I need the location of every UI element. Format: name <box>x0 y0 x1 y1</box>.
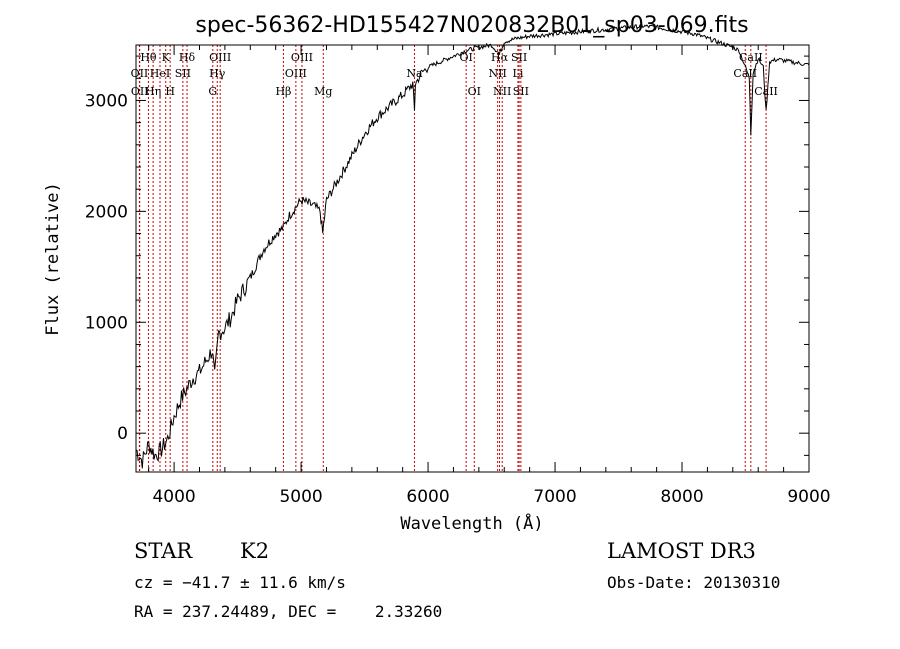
y-tick-label: 1000 <box>85 313 128 333</box>
spectral-line-label: Hα <box>491 51 509 64</box>
spectral-line-label: OII <box>131 85 149 98</box>
spectral-line-label: SII <box>513 85 529 98</box>
x-tick-label: 5000 <box>279 487 322 507</box>
survey-name: LAMOST DR3 <box>607 539 756 563</box>
spectral-line-label: CaII <box>754 85 778 98</box>
spectral-line-label: CaII <box>733 67 757 80</box>
spectral-line-label: Hγ <box>209 67 226 80</box>
spectral-line-label: Hβ <box>275 85 291 98</box>
y-axis-label: Flux (relative) <box>43 182 63 336</box>
x-tick-label: 7000 <box>533 487 576 507</box>
spectral-line-label: G <box>208 85 217 98</box>
x-tick-label: 6000 <box>406 487 449 507</box>
spectral-line-markers <box>138 45 767 472</box>
x-tick-label: 8000 <box>660 487 703 507</box>
spectral-line-label: Hθ <box>140 51 157 64</box>
y-tick-label: 0 <box>117 424 128 444</box>
spectral-line-label: K <box>162 51 171 64</box>
spectral-line-label: Li <box>513 67 524 80</box>
spectral-line-label: HeI <box>150 67 170 80</box>
spectral-line-label: Hδ <box>179 51 196 64</box>
redshift-velocity: cz = −41.7 ± 11.6 km/s <box>134 573 346 592</box>
spectral-line-label: Na <box>406 67 423 80</box>
y-tick-label: 2000 <box>85 202 128 222</box>
x-axis-ticks: 4000 5000 6000 7000 8000 9000 <box>148 45 831 507</box>
spectrum-line <box>135 23 810 469</box>
y-axis-ticks: 0 1000 2000 3000 <box>85 55 809 456</box>
spectral-line-label: OI <box>468 85 481 98</box>
plot-frame <box>135 44 810 473</box>
sky-coordinates: RA = 237.24489, DEC = 2.33260 <box>134 602 443 621</box>
x-tick-label: 4000 <box>152 487 195 507</box>
spectral-line-label: OIII <box>291 51 313 64</box>
spectral-line-label: Hη <box>145 85 161 98</box>
observation-date: Obs-Date: 20130310 <box>607 573 781 592</box>
spectral-line-label: OIII <box>209 51 231 64</box>
spectral-line-label: NII <box>493 85 511 98</box>
y-tick-label: 3000 <box>85 91 128 111</box>
object-class: STAR <box>134 539 193 563</box>
spectral-line-label: Mg <box>314 85 332 98</box>
spectral-line-label: OII <box>131 67 149 80</box>
x-axis-label: Wavelength (Å) <box>400 512 543 534</box>
spectral-line-label: OIII <box>285 67 307 80</box>
spectral-line-label: CaII <box>739 51 763 64</box>
spectral-line-label: NII <box>488 67 506 80</box>
spectral-line-label: H <box>165 85 175 98</box>
spectral-subclass: K2 <box>240 539 270 563</box>
spectral-line-label: SII <box>511 51 527 64</box>
x-tick-label: 9000 <box>787 487 830 507</box>
spectral-line-label: SII <box>175 67 191 80</box>
chart-title: spec-56362-HD155427N020832B01_sp03-069.f… <box>195 13 748 38</box>
spectral-line-labels: Hθ OII OII K HeI Hη H Hδ SII OIII Hγ G Hβ OIII OIII Mg N… <box>131 51 778 98</box>
